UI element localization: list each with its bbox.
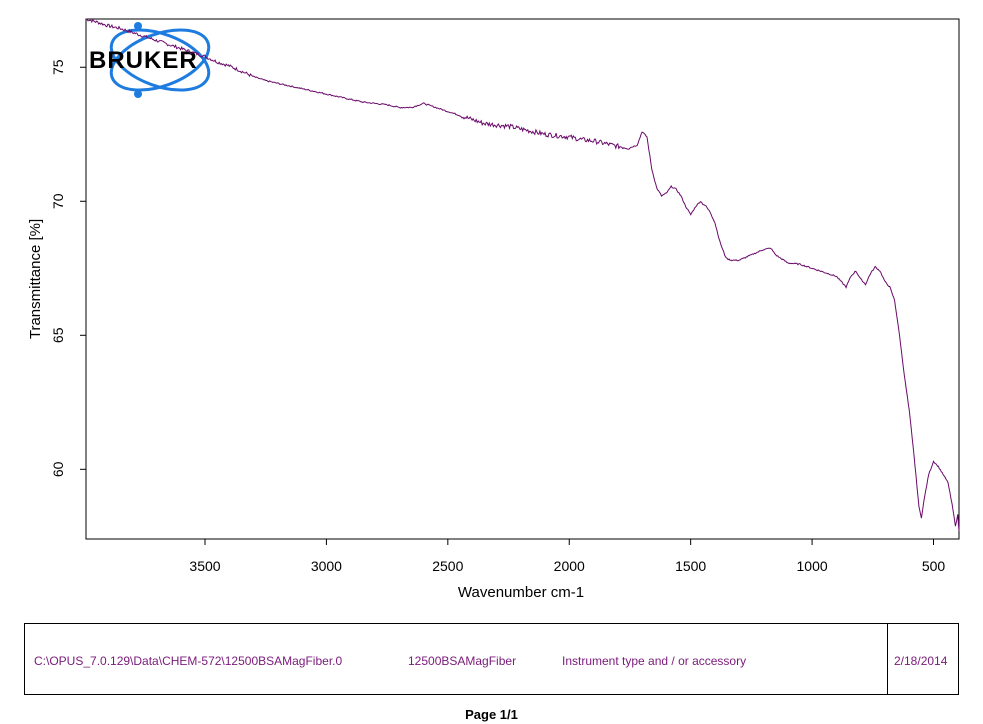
page-number: Page 1/1 [465, 707, 518, 722]
x-tick-label: 2500 [432, 558, 463, 574]
sample-name: 12500BSAMagFiber [408, 654, 517, 668]
logo-text: BRUKER [89, 47, 198, 74]
x-tick-label: 2000 [554, 558, 585, 574]
spectrum-chart: BRUKER 3500 3000 2500 2000 1500 1000 500 60 65 7… [27, 18, 960, 601]
spectrum-line [85, 18, 960, 532]
y-axis: 60 65 70 75 [50, 59, 86, 477]
x-tick-label: 1000 [797, 558, 828, 574]
measurement-date: 2/18/2014 [894, 654, 948, 668]
x-tick-label: 500 [922, 558, 946, 574]
x-axis: 3500 3000 2500 2000 1500 1000 500 [189, 539, 945, 574]
x-tick-label: 3500 [189, 558, 220, 574]
x-tick-label: 3000 [311, 558, 342, 574]
y-tick-label: 75 [50, 59, 66, 75]
x-tick-label: 1500 [675, 558, 706, 574]
bruker-logo: BRUKER [89, 22, 211, 98]
y-axis-label: Transmittance [%] [27, 219, 44, 339]
y-tick-label: 65 [50, 327, 66, 343]
file-path: C:\OPUS_7.0.129\Data\CHEM-572\12500BSAMa… [34, 654, 343, 668]
footer-divider [887, 624, 888, 694]
footer-info-box: C:\OPUS_7.0.129\Data\CHEM-572\12500BSAMa… [24, 623, 959, 695]
x-axis-label: Wavenumber cm-1 [458, 584, 584, 601]
y-tick-label: 60 [50, 461, 66, 477]
instrument-info: Instrument type and / or accessory [562, 654, 747, 668]
y-tick-label: 70 [50, 193, 66, 209]
plot-frame [85, 18, 960, 540]
